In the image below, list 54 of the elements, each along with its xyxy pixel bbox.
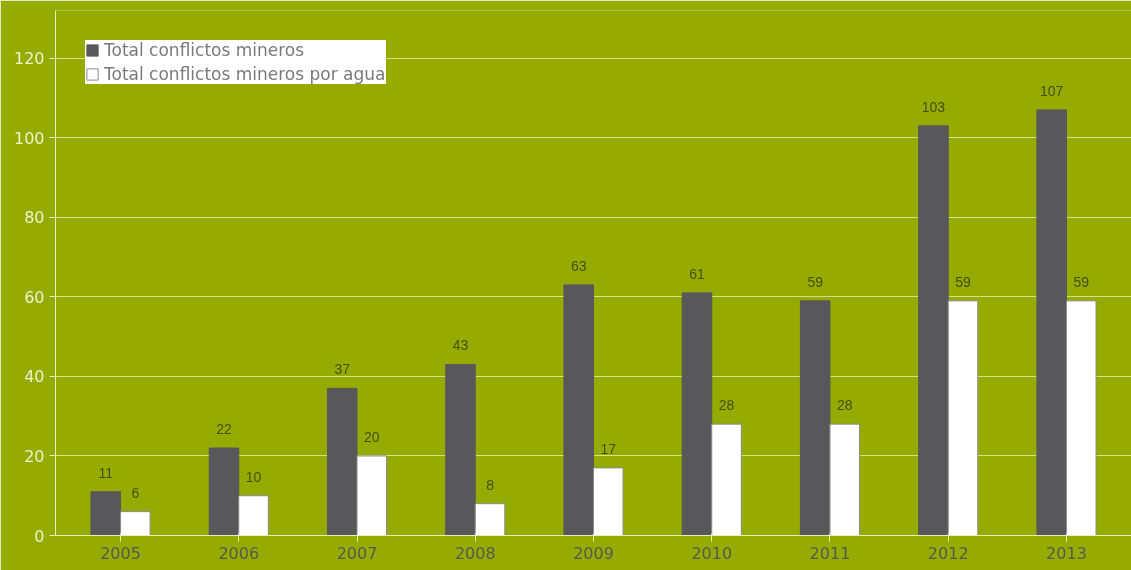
- bar: [947, 300, 979, 536]
- data-label: 37: [334, 361, 351, 378]
- data-label: 20: [364, 428, 380, 445]
- bar: [563, 284, 594, 536]
- bar: [208, 447, 240, 536]
- bar: [356, 455, 388, 536]
- legend-label: Total conflictos mineros por agua: [104, 64, 386, 84]
- bar: [681, 292, 713, 536]
- data-label: 22: [216, 421, 232, 437]
- x-tick-label: 2007: [336, 543, 378, 563]
- bar: [326, 387, 358, 536]
- data-label: 11: [98, 464, 114, 481]
- data-label: 17: [600, 440, 617, 457]
- data-label: 107: [1040, 82, 1064, 99]
- y-tick-label: 40: [24, 367, 45, 387]
- x-tick-label: 2008: [454, 543, 496, 563]
- bar: [829, 423, 861, 536]
- bar: [711, 423, 742, 536]
- data-label: 43: [452, 337, 469, 354]
- x-tick-label: 2012: [927, 543, 969, 563]
- data-label: 8: [486, 476, 495, 493]
- y-tick-label: 60: [24, 287, 45, 307]
- bar: [445, 363, 476, 536]
- y-tick-label: 100: [13, 128, 45, 148]
- x-tick-label: 2010: [691, 543, 733, 563]
- legend-label: Total conflictos mineros: [104, 40, 305, 60]
- y-tick-label: 80: [24, 208, 45, 228]
- data-label: 59: [955, 273, 972, 290]
- data-label: 103: [921, 98, 946, 115]
- data-label: 10: [245, 468, 262, 485]
- data-label: 61: [689, 265, 705, 282]
- bar: [1065, 300, 1097, 536]
- y-tick-label: 20: [24, 446, 45, 466]
- data-label: 28: [718, 397, 735, 414]
- bar: [90, 491, 122, 536]
- data-label: 28: [836, 397, 853, 414]
- data-label: 63: [570, 257, 587, 274]
- bar: [474, 503, 506, 536]
- data-label: 59: [1073, 273, 1090, 290]
- bar: [918, 125, 949, 536]
- bar: [1036, 109, 1067, 536]
- x-tick-label: 2013: [1046, 543, 1087, 563]
- data-label: 59: [807, 273, 824, 290]
- bar: [238, 495, 269, 536]
- bar: [593, 467, 624, 536]
- data-label: 6: [131, 484, 140, 501]
- bar: [120, 511, 151, 536]
- y-tick-label: 0: [34, 526, 45, 546]
- x-tick-label: 2011: [809, 543, 851, 563]
- bar: [799, 300, 831, 536]
- y-tick-label: 120: [13, 49, 45, 69]
- x-tick-label: 2006: [218, 543, 260, 563]
- x-tick-label: 2005: [100, 543, 141, 563]
- x-tick-label: 2009: [573, 543, 614, 563]
